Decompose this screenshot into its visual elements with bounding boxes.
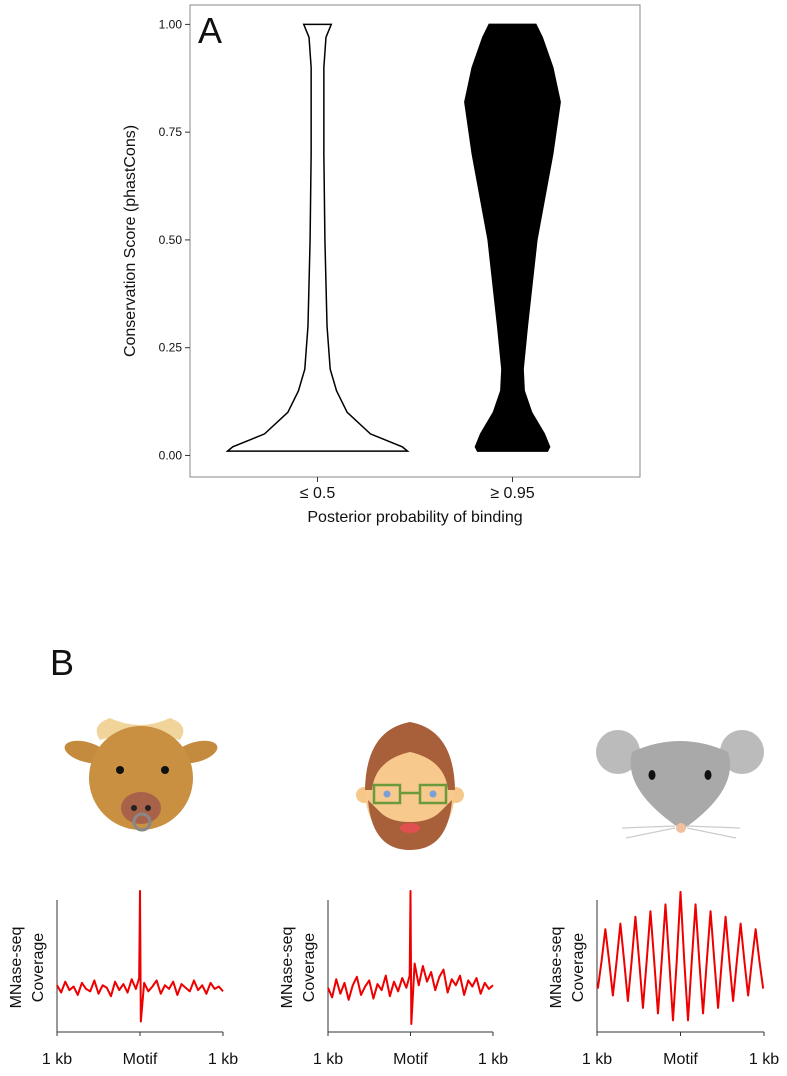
signal-line [596, 890, 765, 1022]
cow-icon [64, 718, 218, 832]
x-tick-label: 1 kb [582, 1051, 612, 1068]
man-icon [356, 722, 464, 850]
x-tick-label: 1 kb [208, 1051, 238, 1068]
y-axis-label: Conservation Score (phastCons) [122, 125, 139, 357]
y-tick-label: 0.25 [159, 341, 183, 355]
y-axis-label: MNase-seq [548, 927, 565, 1009]
x-tick-label: 1 kb [42, 1051, 72, 1068]
y-axis-label: Coverage [570, 933, 587, 1002]
panel-label: A [198, 10, 222, 51]
y-tick-label: 0.00 [159, 448, 183, 462]
x-tick-label: Motif [393, 1051, 428, 1068]
signal-line [327, 890, 494, 1025]
y-tick-label: 0.50 [159, 233, 183, 247]
x-tick-label: 1 kb [313, 1051, 343, 1068]
y-axis-label: Coverage [30, 933, 47, 1002]
y-axis-label: Coverage [301, 933, 318, 1002]
x-tick-label: ≤ 0.5 [300, 485, 336, 502]
y-tick-label: 1.00 [159, 17, 183, 31]
y-tick-label: 0.75 [159, 125, 183, 139]
x-axis-label: Posterior probability of binding [307, 509, 522, 526]
y-axis-label: MNase-seq [8, 927, 25, 1009]
x-tick-label: Motif [663, 1051, 698, 1068]
plot-frame [189, 4, 641, 478]
mouse-icon [596, 730, 764, 839]
x-tick-label: 1 kb [478, 1051, 508, 1068]
x-tick-label: 1 kb [749, 1051, 779, 1068]
panel-label: B [50, 642, 74, 683]
x-tick-label: ≥ 0.95 [490, 485, 534, 502]
y-axis-label: MNase-seq [279, 927, 296, 1009]
x-tick-label: Motif [123, 1051, 158, 1068]
signal-line [56, 890, 224, 1023]
violin [225, 23, 410, 452]
violin [464, 23, 561, 452]
